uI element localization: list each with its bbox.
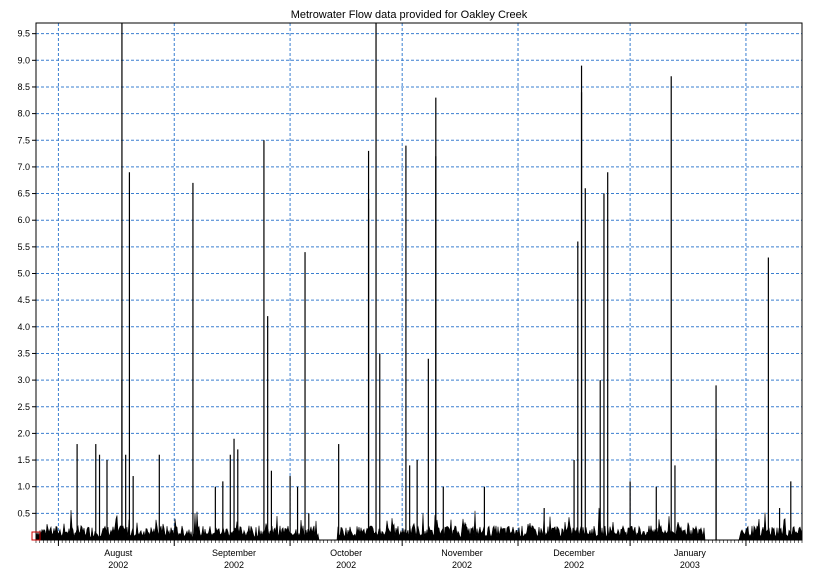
x-tick-label-month: August	[104, 548, 133, 558]
x-tick-label-year: 2003	[680, 560, 700, 570]
y-tick-label: 7.5	[17, 135, 30, 145]
x-tick-label-year: 2002	[452, 560, 472, 570]
flow-baseline	[35, 507, 803, 541]
x-tick-label-month: September	[212, 548, 256, 558]
grid-layer	[36, 23, 802, 540]
y-tick-label: 1.0	[17, 482, 30, 492]
x-tick-label-year: 2002	[224, 560, 244, 570]
x-tick-label-year: 2002	[108, 560, 128, 570]
y-tick-label: 0.5	[17, 508, 30, 518]
y-tick-label: 3.0	[17, 375, 30, 385]
x-tick-label-year: 2002	[564, 560, 584, 570]
y-tick-label: 9.5	[17, 29, 30, 39]
y-tick-label: 6.5	[17, 189, 30, 199]
chart-title: Metrowater Flow data provided for Oakley…	[291, 9, 528, 21]
series-layer	[35, 23, 803, 541]
y-tick-label: 7.0	[17, 162, 30, 172]
y-tick-label: 9.0	[17, 55, 30, 65]
y-tick-label: 4.0	[17, 322, 30, 332]
y-tick-label: 3.5	[17, 348, 30, 358]
y-tick-label: 1.5	[17, 455, 30, 465]
x-tick-label-year: 2002	[336, 560, 356, 570]
x-tick-label-month: November	[441, 548, 483, 558]
plot-frame	[35, 22, 803, 541]
y-tick-label: 2.5	[17, 402, 30, 412]
x-tick-label-month: October	[330, 548, 362, 558]
x-tick-label-month: January	[674, 548, 707, 558]
y-tick-label: 2.0	[17, 428, 30, 438]
y-tick-label: 4.5	[17, 295, 30, 305]
y-tick-label: 8.0	[17, 109, 30, 119]
y-tick-label: 5.0	[17, 269, 30, 279]
y-tick-label: 6.0	[17, 215, 30, 225]
axis-layer: 0.5 1.0 1.5 2.0 2.5 3.0 3.5 4.0 4.5 5.0 5.5 6.0 6.5 7…	[17, 29, 803, 570]
y-tick-label: 5.5	[17, 242, 30, 252]
x-tick-label-month: December	[553, 548, 595, 558]
origin-marker	[31, 531, 41, 541]
y-tick-label: 8.5	[17, 82, 30, 92]
